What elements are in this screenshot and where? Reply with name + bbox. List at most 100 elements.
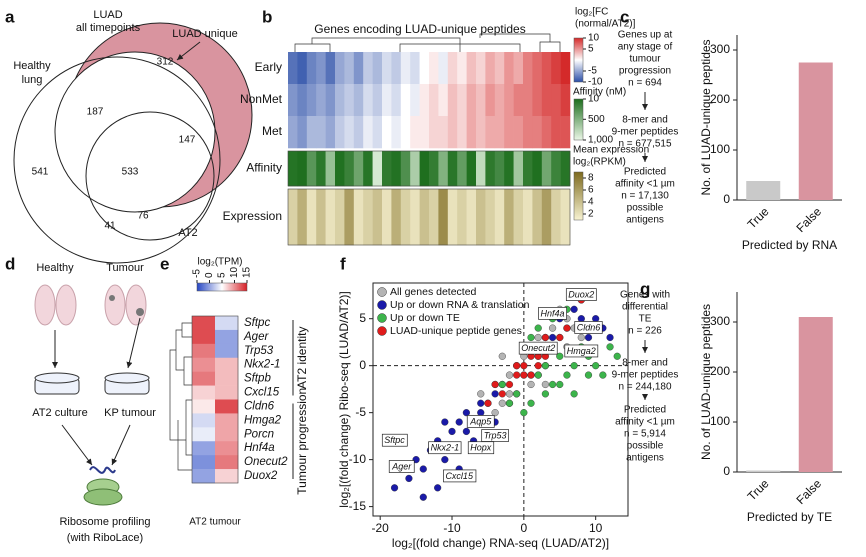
heatmap-cell	[523, 116, 533, 149]
colorbar-tick-label: 15	[242, 266, 253, 278]
point	[584, 371, 593, 379]
heatmap-cell	[306, 189, 317, 246]
heatmap-cell	[325, 52, 336, 85]
heatmap-cell	[560, 84, 571, 117]
point	[477, 409, 485, 417]
point	[491, 390, 499, 398]
y-tick-label: 0	[723, 192, 730, 206]
lung-icons	[34, 284, 147, 326]
heatmap-cell	[494, 116, 505, 149]
heatmap-cell	[215, 413, 239, 428]
heatmap-cell	[447, 151, 458, 187]
heatmap-cell	[316, 151, 326, 187]
point	[520, 409, 528, 417]
point	[505, 399, 514, 407]
heatmap-cell	[513, 84, 524, 117]
heatmap-cell	[316, 189, 326, 246]
arrow	[126, 317, 141, 369]
colorbar-tick-label: 8	[588, 173, 594, 184]
annotation-box	[388, 460, 415, 473]
flow-text: n = 244,180	[618, 382, 672, 393]
annotation-box	[466, 415, 495, 428]
point	[577, 315, 585, 323]
point	[606, 333, 614, 342]
heatmap-cell	[466, 84, 477, 117]
heatmap-cell	[457, 189, 467, 246]
y-tick-label: 100	[710, 414, 730, 428]
heatmap-cell	[306, 116, 317, 149]
colorbar	[573, 98, 584, 141]
row-label: Hmga2	[244, 414, 282, 426]
colorbar-tick-label: 5	[588, 44, 594, 55]
row-label: NonMet	[240, 92, 283, 106]
heatmap-cell	[344, 52, 355, 85]
heatmap-cell	[476, 116, 486, 149]
heatmap-cell	[344, 84, 355, 117]
heatmap-cell	[504, 116, 514, 149]
point	[577, 333, 585, 342]
heatmap-cell	[541, 84, 552, 117]
legend-marker	[377, 326, 387, 336]
heatmap-cell	[400, 116, 411, 149]
heatmap-cell	[504, 189, 514, 246]
heatmap-cell	[513, 151, 524, 187]
row-label: Cldn6	[244, 400, 275, 412]
set-label: Healthy	[13, 60, 51, 72]
flow-text: 9-mer peptides	[612, 127, 679, 138]
annotation: Hmga2	[567, 346, 596, 356]
heatmap-cell	[306, 151, 317, 187]
heatmap-cell	[192, 343, 216, 359]
heatmap-cell	[447, 52, 458, 85]
point	[477, 390, 485, 398]
point	[441, 418, 449, 426]
panel-label: b	[262, 7, 272, 26]
point	[505, 380, 514, 389]
x-tick-label: True	[745, 204, 772, 231]
point	[441, 456, 449, 464]
heatmap-cell	[476, 151, 486, 187]
heatmap-cell	[541, 189, 552, 246]
heatmap-cell	[344, 189, 355, 246]
dendrogram	[294, 33, 561, 52]
annotation-box	[467, 441, 495, 455]
venn-count: 41	[104, 221, 116, 232]
point	[570, 390, 578, 398]
heatmap-cell	[560, 189, 571, 246]
heatmap-cell	[466, 52, 477, 85]
heatmap-cell	[438, 84, 449, 117]
heatmap-cell	[215, 455, 239, 470]
heatmap-cell	[372, 151, 383, 187]
flow-text: 8-mer and	[622, 115, 668, 126]
heatmap-cell	[457, 52, 467, 85]
x-tick-label: 10	[589, 521, 603, 535]
point	[548, 324, 557, 332]
bar	[798, 62, 833, 200]
point	[505, 390, 514, 398]
colorbar-tick-label: -5	[588, 66, 597, 77]
flow-text: n = 226	[628, 326, 662, 337]
heatmap-cell	[288, 116, 298, 149]
annotation-box	[443, 469, 477, 483]
point	[491, 380, 499, 389]
heatmap-cell	[325, 189, 336, 246]
heatmap-cell	[316, 52, 326, 85]
sample-label: Healthy	[36, 262, 74, 274]
point	[599, 371, 607, 379]
heatmap-cell	[192, 455, 216, 470]
x-tick-label: -20	[372, 521, 390, 535]
venn-healthy	[13, 56, 221, 264]
panel-label: c	[620, 7, 629, 26]
point	[534, 371, 542, 379]
heatmap-cell	[215, 343, 239, 359]
row-label: Early	[255, 60, 282, 74]
point	[527, 333, 535, 342]
y-tick-label: -5	[355, 405, 366, 419]
annotation: Trp53	[484, 431, 507, 441]
point	[419, 465, 427, 473]
flow-text: tumour	[629, 54, 661, 65]
annotation-box	[481, 429, 509, 442]
colorbar-tick-label: 10	[588, 33, 600, 44]
annotation: Cldn6	[577, 322, 601, 332]
y-axis-label: No. of LUAD-unique peptides	[699, 39, 713, 195]
heatmap-cell	[391, 189, 402, 246]
